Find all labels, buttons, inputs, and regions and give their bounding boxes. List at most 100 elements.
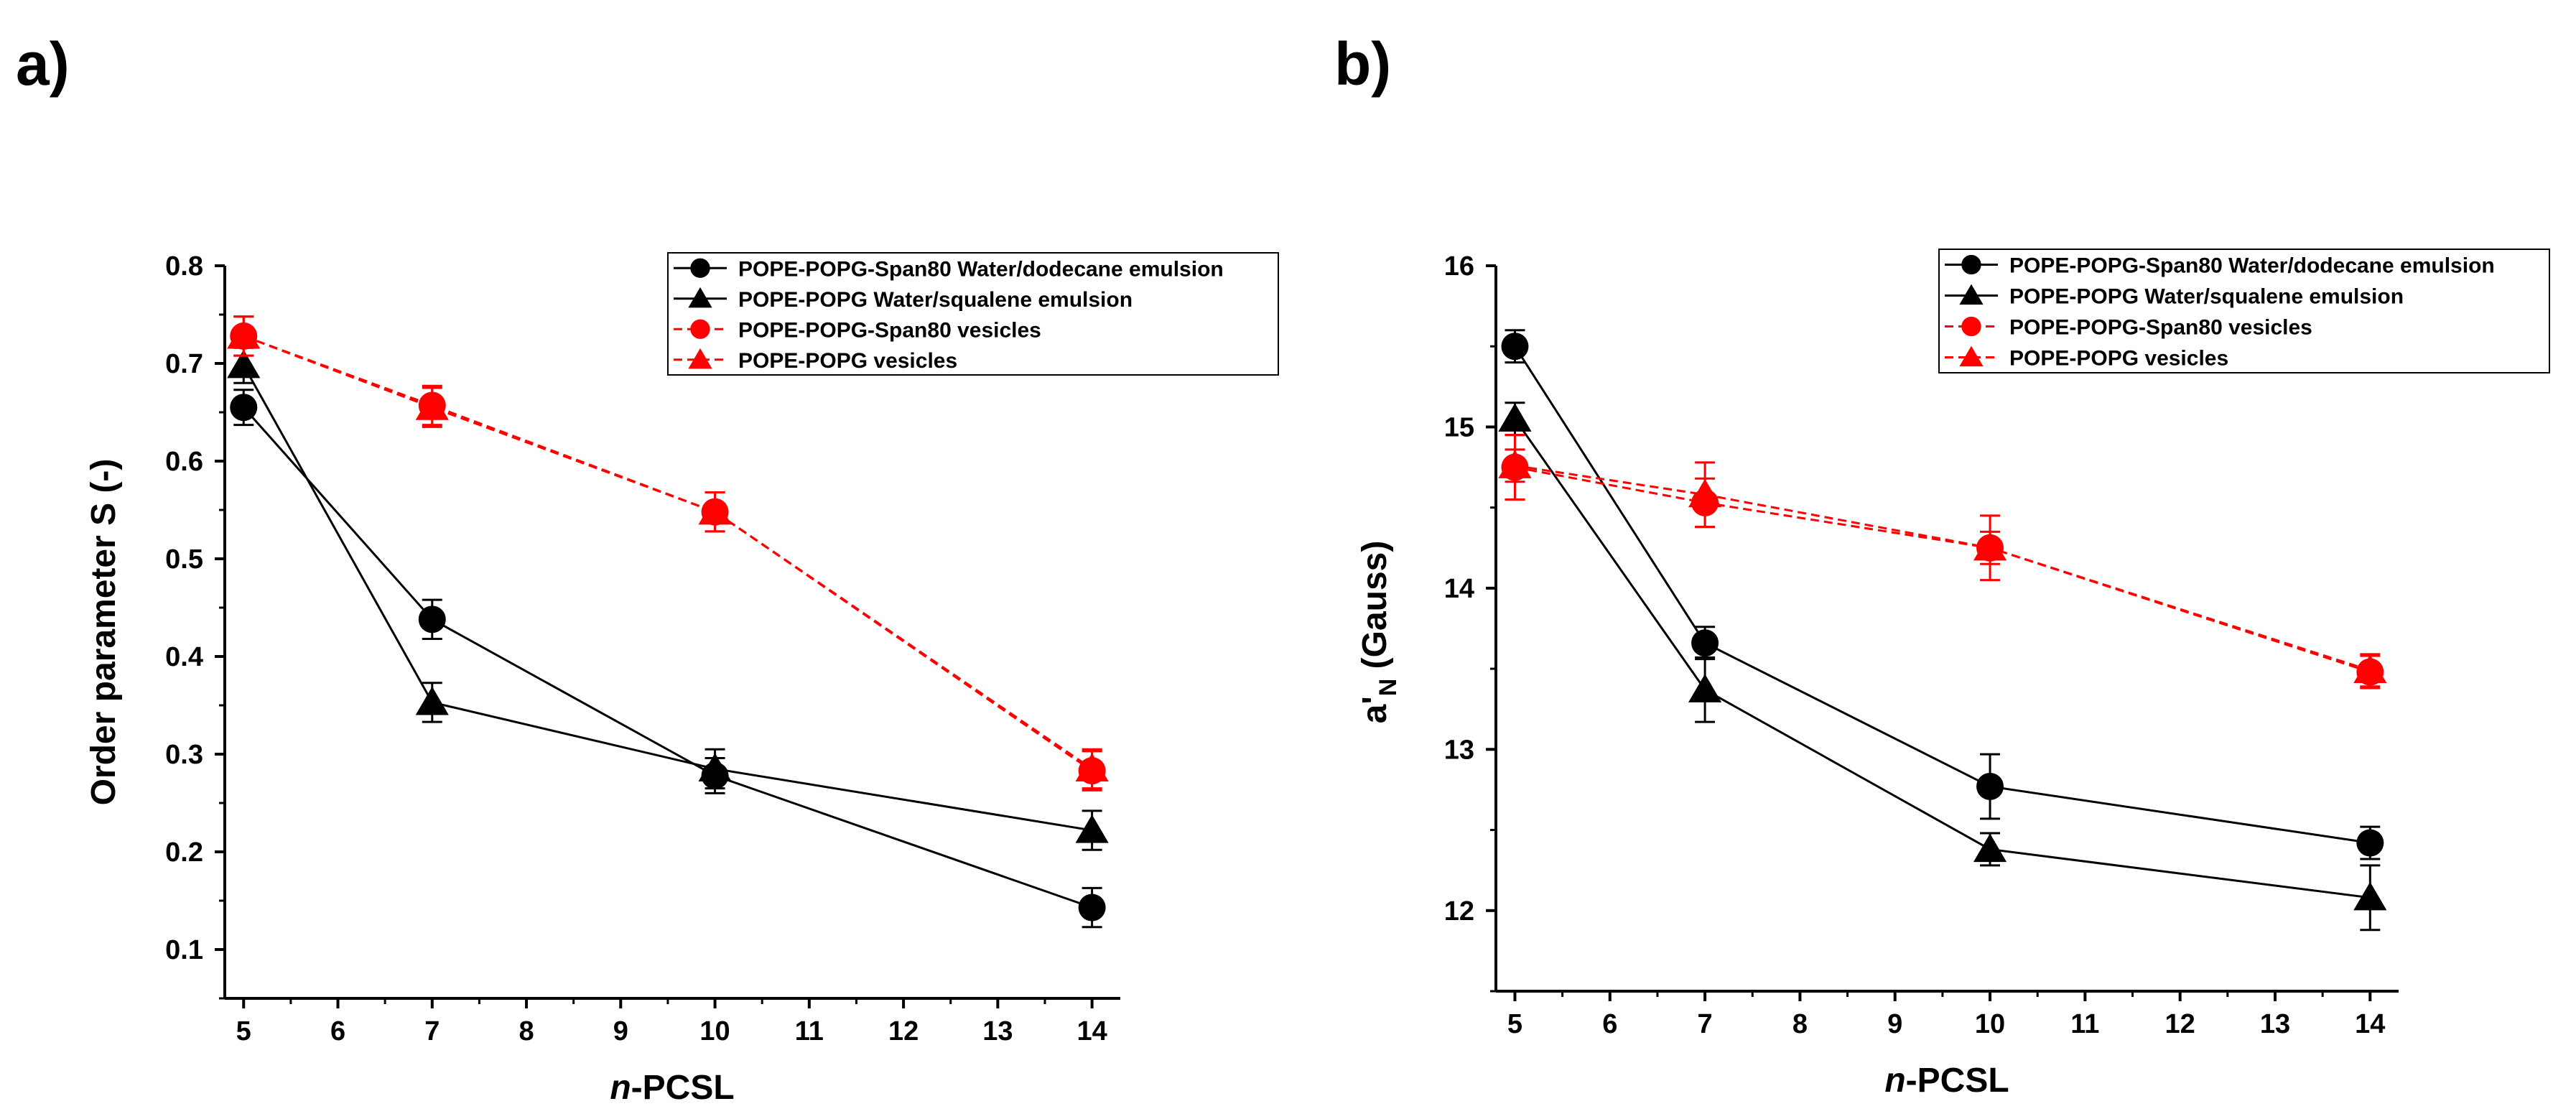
series-3 — [1498, 448, 2387, 688]
legend-marker — [1959, 345, 1984, 367]
x-tick-label: 6 — [1602, 1009, 1617, 1039]
legend-entry: POPE-POPG Water/squalene emulsion — [738, 288, 1133, 312]
legend-box — [1938, 249, 2550, 373]
data-point — [1498, 450, 1532, 478]
y-tick-label: 14 — [1444, 574, 1474, 604]
panel-b: b) 5 6 7 8 9 10 11 12 13 14 12 13 14 15 16 n-PCSL a'N (Ga… — [1334, 30, 2550, 1100]
x-tick-label: 13 — [2260, 1009, 2290, 1039]
data-point — [1498, 403, 1532, 432]
data-point — [415, 391, 449, 420]
x-tick-label: 10 — [1975, 1009, 2005, 1039]
legend: POPE-POPG-Span80 Water/dodecane emulsion… — [667, 252, 1279, 376]
y-tick-label: 0.8 — [165, 251, 203, 282]
x-axis-title: n-PCSL — [1884, 1062, 2009, 1100]
series-line — [243, 407, 1093, 909]
series-line — [243, 335, 1093, 770]
series-line — [242, 364, 1092, 832]
data-point — [415, 686, 449, 715]
legend-marker — [1961, 254, 1981, 275]
data-point — [1688, 674, 1722, 702]
legend-marker — [690, 319, 710, 339]
data-point — [1501, 333, 1529, 361]
data-point — [1075, 753, 1109, 781]
x-tick-label: 9 — [1887, 1009, 1902, 1039]
x-tick-label: 11 — [2070, 1009, 2099, 1039]
x-tick-label: 9 — [613, 1016, 628, 1046]
x-tick-label: 10 — [699, 1016, 730, 1046]
data-point — [1075, 814, 1109, 843]
series-3 — [227, 315, 1109, 790]
y-axis-title: a'N (Gauss) — [1356, 541, 1402, 724]
legend-entry: POPE-POPG-Span80 vesicles — [738, 318, 1041, 342]
x-tick-label: 8 — [1792, 1009, 1808, 1039]
x-axis-title: n-PCSL — [610, 1069, 734, 1107]
y-tick-label: 12 — [1444, 896, 1474, 927]
series-0 — [230, 389, 1106, 929]
y-tick-label: 0.3 — [165, 740, 203, 770]
series-line — [1514, 418, 2371, 899]
x-tick-label: 13 — [982, 1016, 1013, 1046]
legend-marker-group — [1959, 284, 1984, 305]
legend-marker-group — [1959, 345, 1984, 367]
x-tick-label: 14 — [1077, 1016, 1107, 1046]
data-point — [2353, 654, 2387, 683]
panel-label: a) — [16, 30, 70, 98]
y-tick-label: 0.6 — [165, 447, 203, 477]
x-tick-label: 12 — [888, 1016, 919, 1046]
y-tick-label: 0.1 — [165, 935, 203, 965]
series-line — [1515, 466, 2371, 674]
series-1 — [227, 346, 1109, 851]
legend-marker — [688, 348, 712, 369]
legend-marker-group — [690, 258, 710, 278]
legend-marker-group — [690, 319, 710, 339]
y-axis-title-subscript: N — [1375, 679, 1402, 697]
data-point — [2353, 881, 2387, 911]
legend-box — [667, 252, 1279, 376]
legend-marker-group — [1961, 316, 1981, 337]
series-line — [243, 335, 1093, 772]
series-2 — [1501, 434, 2384, 690]
x-axis-title-rest: -PCSL — [1906, 1062, 2009, 1100]
legend-marker — [690, 258, 710, 278]
data-point — [1976, 772, 2004, 800]
legend: POPE-POPG-Span80 Water/dodecane emulsion… — [1938, 249, 2550, 373]
legend-entry: POPE-POPG-Span80 vesicles — [2009, 316, 2312, 340]
legend-entry: POPE-POPG-Span80 Water/dodecane emulsion — [2009, 254, 2495, 278]
x-tick-label: 8 — [519, 1016, 534, 1046]
series-1 — [1498, 401, 2387, 932]
y-tick-label: 13 — [1444, 735, 1474, 765]
x-tick-label: 12 — [2165, 1009, 2195, 1039]
data-point — [1691, 629, 1719, 657]
legend-marker-group — [688, 348, 712, 369]
legend-marker — [1959, 284, 1984, 305]
x-axis-title-rest: -PCSL — [631, 1069, 735, 1107]
y-axis-title-tail: (Gauss) — [1356, 541, 1394, 679]
data-point — [1973, 833, 2007, 863]
data-point — [1078, 893, 1106, 922]
legend-marker-group — [688, 287, 712, 308]
y-tick-label: 16 — [1444, 251, 1474, 282]
legend-entry: POPE-POPG vesicles — [2009, 347, 2228, 371]
y-axis-title: Order parameter S (-) — [85, 459, 123, 806]
panel-label: b) — [1334, 30, 1391, 98]
x-tick-label: 7 — [424, 1016, 440, 1046]
series-0 — [1501, 329, 2384, 860]
series-line — [1515, 464, 2371, 672]
x-tick-label: 11 — [795, 1016, 824, 1046]
y-tick-label: 0.2 — [165, 837, 203, 868]
data-point — [1973, 532, 2007, 561]
y-tick-label: 0.7 — [165, 349, 203, 379]
data-point — [698, 496, 732, 525]
panel-a: a) 5 6 7 8 9 10 11 12 13 14 0.1 0.2 0.3 0.4 0.5 0.6 0.7 0.… — [16, 30, 1279, 1107]
legend-entry: POPE-POPG-Span80 Water/dodecane emulsion — [738, 257, 1224, 281]
x-tick-label: 5 — [236, 1016, 251, 1046]
data-point — [418, 605, 446, 633]
data-point — [230, 394, 258, 422]
x-tick-label: 14 — [2355, 1009, 2385, 1039]
y-tick-label: 0.4 — [165, 642, 203, 672]
legend-marker — [1961, 316, 1981, 337]
legend-entry: POPE-POPG Water/squalene emulsion — [2009, 285, 2404, 309]
legend-marker — [688, 287, 712, 308]
series-line — [1514, 345, 2371, 844]
